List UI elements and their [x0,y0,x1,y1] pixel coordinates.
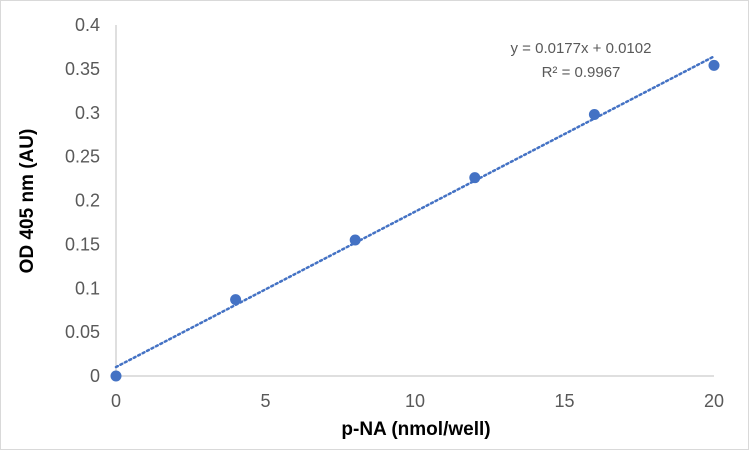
axes [115,25,714,377]
x-tick-label: 5 [260,391,270,411]
y-axis-title: OD 405 nm (AU) [17,129,38,274]
y-tick-labels: 0 0.05 0.1 0.15 0.2 0.25 0.3 0.35 0.4 [65,15,100,386]
y-tick-label: 0.3 [75,103,100,123]
linear-trendline [114,55,716,369]
x-tick-label: 20 [704,391,724,411]
data-point [708,59,720,71]
trendline-group [114,55,716,369]
x-tick-label: 10 [405,391,425,411]
y-tick-label: 0.15 [65,234,100,254]
y-tick-label: 0.1 [75,278,100,298]
y-tick-label: 0.25 [65,147,100,167]
x-tick-label: 15 [554,391,574,411]
data-point [588,109,600,121]
x-axis-title: p-NA (nmol/well) [341,419,490,440]
data-point [349,234,361,246]
x-tick-labels: 0 5 10 15 20 [111,391,724,411]
r-squared-label: R² = 0.9967 [542,64,621,81]
data-point [230,294,242,306]
data-point [469,172,481,184]
y-tick-label: 0.05 [65,322,100,342]
y-tick-label: 0.4 [75,15,100,35]
y-tick-label: 0.35 [65,59,100,79]
y-tick-label: 0 [90,366,100,386]
trendline-equation: y = 0.0177x + 0.0102 [511,40,652,57]
y-tick-label: 0.2 [75,191,100,211]
data-points [110,59,720,382]
data-point [110,370,122,382]
x-tick-label: 0 [111,391,121,411]
